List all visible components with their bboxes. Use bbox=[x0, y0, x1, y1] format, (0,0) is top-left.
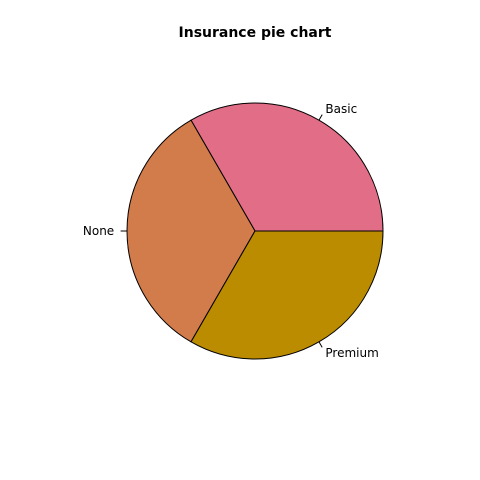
pie-tick-premium bbox=[318, 341, 323, 348]
pie-label-basic: Basic bbox=[325, 102, 357, 116]
pie-label-premium: Premium bbox=[325, 346, 378, 360]
chart-title: Insurance pie chart bbox=[179, 25, 332, 41]
pie-slice-none bbox=[126, 119, 256, 343]
pie-slice-basic bbox=[190, 102, 384, 232]
pie-slices bbox=[126, 102, 384, 360]
pie-label-none: None bbox=[83, 224, 114, 238]
pie-slice-premium bbox=[190, 230, 384, 360]
pie-tick-basic bbox=[318, 114, 323, 121]
pie-labels: Basic None Premium bbox=[83, 102, 379, 360]
